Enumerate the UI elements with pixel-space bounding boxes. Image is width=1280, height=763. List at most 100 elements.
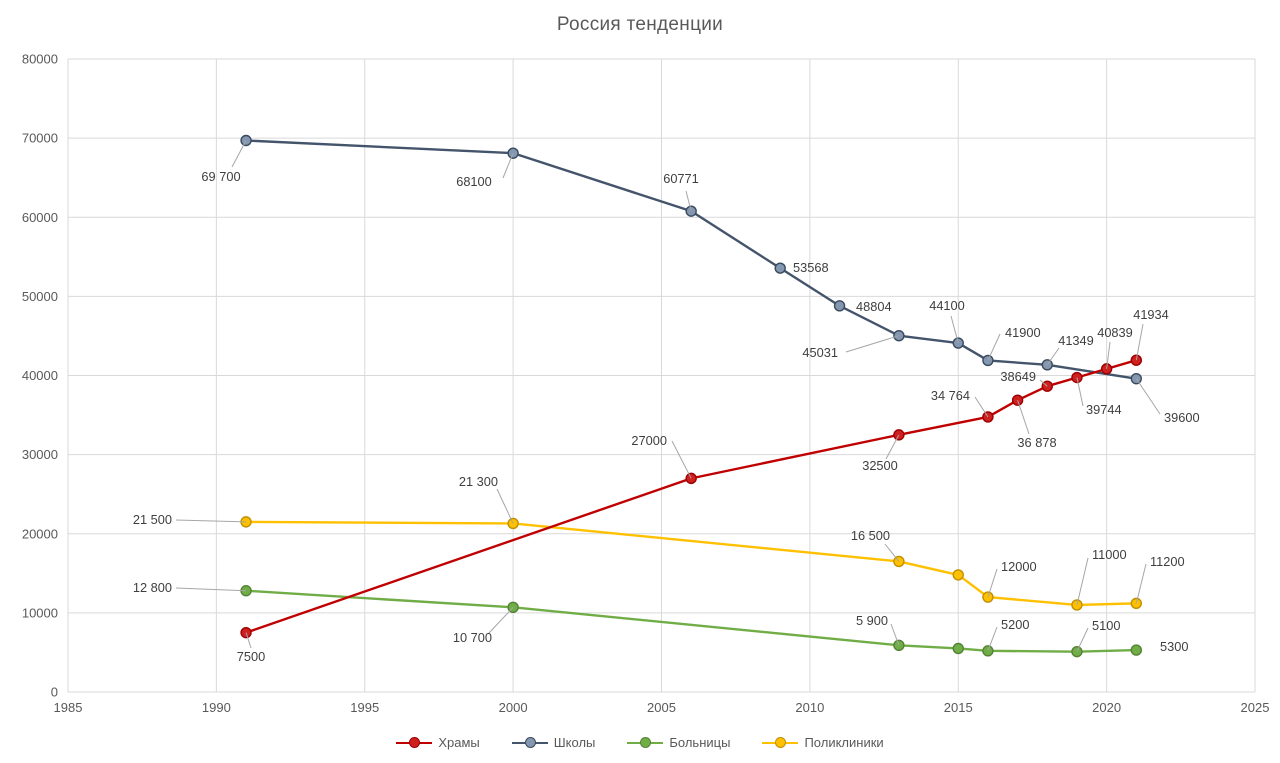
data-label-khramy-2006: 27000 bbox=[631, 433, 667, 448]
legend-item-polikliniki: Поликлиники bbox=[762, 735, 884, 750]
data-label-khramy-2021: 41934 bbox=[1133, 307, 1169, 322]
data-label-bolnitsy-2013: 5 900 bbox=[856, 613, 888, 628]
chart-title: Россия тенденции bbox=[556, 14, 724, 35]
x-axis-tick-label: 1995 bbox=[350, 700, 379, 715]
label-leader-shkoly-2013 bbox=[845, 335, 900, 353]
label-leader-bolnitsy-2016 bbox=[987, 626, 998, 652]
data-label-khramy-2019: 39744 bbox=[1086, 402, 1122, 417]
label-leader-polikliniki-2000 bbox=[496, 488, 514, 524]
data-label-polikliniki-2019: 11000 bbox=[1092, 547, 1127, 562]
legend-marker-polikliniki-icon bbox=[762, 737, 799, 748]
series-khramy-line bbox=[244, 358, 1138, 634]
legend-label-khramy: Храмы bbox=[438, 735, 480, 750]
data-label-khramy-2016: 34 764 bbox=[931, 388, 970, 403]
x-axis-tick-label: 2020 bbox=[1092, 700, 1121, 715]
series-shkoly-line bbox=[244, 139, 1138, 380]
data-label-polikliniki-2021: 11200 bbox=[1150, 554, 1185, 569]
y-axis-tick-label: 30000 bbox=[22, 447, 58, 462]
legend-item-khramy: Храмы bbox=[396, 735, 480, 750]
label-leader-khramy-1991 bbox=[245, 632, 252, 649]
data-label-shkoly-2015: 44100 bbox=[929, 298, 965, 313]
label-leader-khramy-2017 bbox=[1017, 400, 1030, 435]
data-label-bolnitsy-2000: 10 700 bbox=[453, 630, 492, 645]
label-leader-khramy-2020 bbox=[1106, 341, 1111, 369]
data-point-polikliniki-2015 bbox=[952, 569, 964, 581]
data-label-shkoly-2000: 68100 bbox=[456, 174, 492, 189]
chart-legend: Храмы Школы Больницы Поликлиники bbox=[0, 735, 1280, 750]
data-label-polikliniki-2016: 12000 bbox=[1001, 559, 1037, 574]
label-leader-polikliniki-2013 bbox=[884, 543, 900, 562]
data-label-shkoly-2016: 41900 bbox=[1005, 325, 1041, 340]
data-label-polikliniki-1991: 21 500 bbox=[133, 512, 172, 527]
data-label-khramy-2018: 38649 bbox=[1000, 369, 1036, 384]
label-leader-khramy-2013 bbox=[885, 434, 900, 460]
data-label-bolnitsy-2021: 5300 bbox=[1160, 639, 1188, 654]
series-khramy bbox=[240, 354, 1143, 639]
y-axis-tick-label: 0 bbox=[51, 685, 58, 700]
data-label-khramy-1991: 7500 bbox=[237, 649, 265, 664]
data-label-bolnitsy-2019: 5100 bbox=[1092, 618, 1120, 633]
y-axis-tick-label: 70000 bbox=[22, 131, 58, 146]
legend-item-bolnitsy: Больницы bbox=[627, 735, 730, 750]
x-axis-tick-label: 2010 bbox=[795, 700, 824, 715]
label-leader-polikliniki-2021 bbox=[1135, 563, 1147, 604]
y-axis-tick-label: 80000 bbox=[22, 52, 58, 67]
x-axis-tick-label: 2000 bbox=[499, 700, 528, 715]
label-leader-shkoly-2021 bbox=[1135, 378, 1161, 415]
data-point-shkoly-2011 bbox=[833, 300, 846, 312]
data-label-shkoly-2018: 41349 bbox=[1058, 333, 1094, 348]
data-label-shkoly-2009: 53568 bbox=[793, 260, 829, 275]
label-leader-khramy-2018 bbox=[1039, 379, 1048, 387]
data-label-shkoly-2011: 48804 bbox=[856, 299, 892, 314]
label-leader-shkoly-2016 bbox=[987, 333, 1001, 361]
legend-label-shkoly: Школы bbox=[553, 735, 596, 750]
y-axis-tick-label: 10000 bbox=[22, 605, 58, 620]
label-leader-khramy-2016 bbox=[974, 396, 989, 418]
label-leader-bolnitsy-2013 bbox=[890, 623, 900, 646]
data-point-bolnitsy-2015 bbox=[952, 642, 964, 655]
data-point-shkoly-2009 bbox=[774, 262, 786, 274]
x-axis-tick-label: 1985 bbox=[54, 700, 83, 715]
data-label-bolnitsy-2016: 5200 bbox=[1001, 617, 1029, 632]
data-label-shkoly-2006: 60771 bbox=[663, 171, 699, 186]
label-leader-shkoly-2015 bbox=[950, 315, 959, 344]
data-label-khramy-2017: 36 878 bbox=[1017, 435, 1056, 450]
data-label-khramy-2020: 40839 bbox=[1097, 325, 1133, 340]
label-leader-bolnitsy-2019 bbox=[1076, 627, 1089, 652]
x-axis-tick-label: 2005 bbox=[647, 700, 676, 715]
y-axis-tick-label: 50000 bbox=[22, 289, 58, 304]
label-leader-polikliniki-1991 bbox=[175, 519, 247, 523]
label-leader-shkoly-2018 bbox=[1046, 347, 1060, 366]
label-leader-khramy-2006 bbox=[671, 440, 692, 479]
label-leader-shkoly-1991 bbox=[231, 140, 247, 168]
legend-marker-bolnitsy-icon bbox=[627, 737, 664, 748]
data-label-shkoly-2021: 39600 bbox=[1164, 410, 1200, 425]
label-leader-polikliniki-2019 bbox=[1076, 557, 1089, 606]
data-label-polikliniki-2000: 21 300 bbox=[459, 474, 498, 489]
gridlines bbox=[67, 58, 1256, 693]
data-label-khramy-2013: 32500 bbox=[862, 458, 898, 473]
legend-label-polikliniki: Поликлиники bbox=[804, 735, 884, 750]
data-label-shkoly-2013: 45031 bbox=[802, 345, 838, 360]
legend-marker-khramy-icon bbox=[396, 737, 433, 748]
label-leader-khramy-2019 bbox=[1076, 377, 1084, 407]
data-label-bolnitsy-1991: 12 800 bbox=[133, 580, 172, 595]
label-leader-polikliniki-2016 bbox=[987, 568, 998, 598]
axis-labels: 0 10000 20000 30000 40000 50000 60000 70000 8000… bbox=[22, 52, 1270, 716]
legend-marker-shkoly-icon bbox=[511, 737, 548, 748]
legend-item-shkoly: Школы bbox=[511, 735, 596, 750]
y-axis-tick-label: 20000 bbox=[22, 526, 58, 541]
legend-label-bolnitsy: Больницы bbox=[669, 735, 731, 750]
label-leader-shkoly-2000 bbox=[502, 152, 514, 179]
data-label-shkoly-1991: 69 700 bbox=[201, 169, 240, 184]
y-axis-tick-label: 40000 bbox=[22, 368, 58, 383]
data-labels: 7500 27000 32500 34 764 36 878 38649 39744 4083… bbox=[133, 140, 1200, 664]
data-point-bolnitsy-2021 bbox=[1130, 644, 1143, 656]
label-leader-khramy-2021 bbox=[1135, 323, 1144, 361]
data-label-polikliniki-2013: 16 500 bbox=[851, 528, 890, 543]
x-axis-tick-label: 2025 bbox=[1241, 700, 1270, 715]
label-leader-bolnitsy-2000 bbox=[487, 606, 514, 635]
label-leader-shkoly-2006 bbox=[685, 190, 692, 212]
